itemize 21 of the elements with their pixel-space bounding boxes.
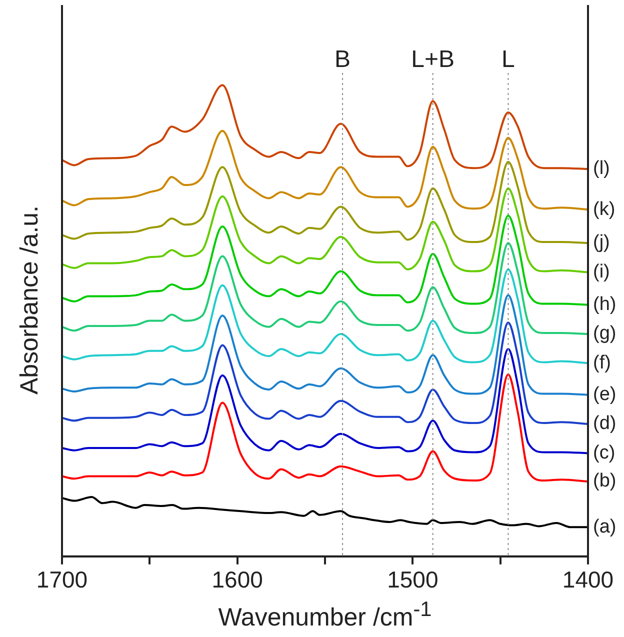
ref-line-label: L: [502, 46, 515, 73]
series-label: (g): [593, 323, 616, 344]
x-tick-label: 1700: [36, 566, 88, 593]
x-tick-label: 1400: [562, 566, 614, 593]
series-label: (d): [593, 413, 616, 434]
series-label: (b): [593, 470, 616, 492]
x-tick-label: 1600: [212, 566, 263, 593]
ref-line-label: L+B: [411, 46, 455, 73]
series-label: (e): [593, 384, 616, 405]
y-axis-title: Absorbance /a.u.: [16, 205, 44, 395]
series-label: (l): [593, 158, 610, 180]
series-label: (h): [593, 294, 616, 315]
series-label: (k): [593, 198, 616, 220]
series-label: (c): [593, 442, 616, 464]
series-label: (i): [593, 261, 610, 282]
ref-line-label: B: [334, 46, 351, 73]
series-label: (j): [593, 232, 610, 254]
x-axis-title: Wavenumber /cm$^{-1}$: [217, 598, 433, 632]
series-label: (a): [593, 516, 616, 538]
series-label: (f): [593, 352, 611, 374]
x-tick-label: 1500: [387, 566, 438, 593]
